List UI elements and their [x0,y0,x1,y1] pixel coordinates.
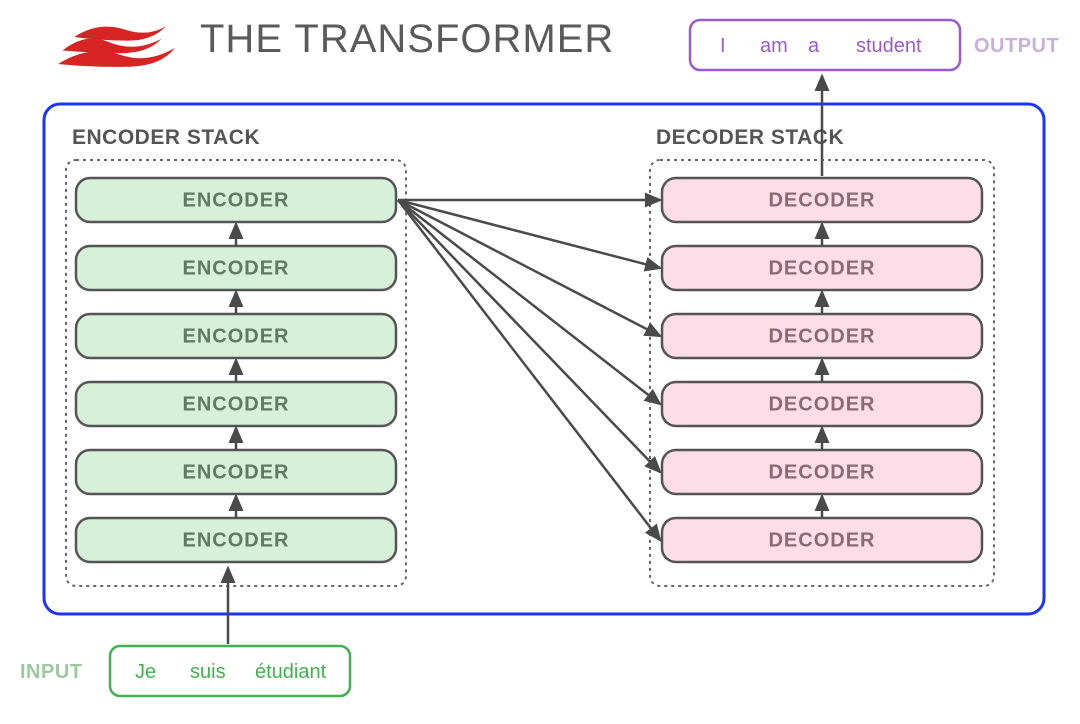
encoder-block-label-2: ENCODER [182,325,289,347]
encoder-block-2: ENCODER [76,314,396,358]
encoder-block-label-1: ENCODER [182,257,289,279]
encoder-block-0: ENCODER [76,178,396,222]
output-label: OUTPUT [974,35,1059,57]
decoder-block-0: DECODER [662,178,982,222]
encoder-block-3: ENCODER [76,382,396,426]
cross-arrow-3 [398,200,660,404]
decoder-block-label-0: DECODER [768,189,875,211]
flame-icon [58,26,175,67]
encoder-stack-label: ENCODER STACK [72,126,260,149]
decoder-block-2: DECODER [662,314,982,358]
encoder-block-label-5: ENCODER [182,529,289,551]
input-label: INPUT [20,661,83,683]
output-token-1: am [760,35,788,57]
output-token-3: student [856,35,922,57]
encoder-block-label-4: ENCODER [182,461,289,483]
cross-arrow-1 [398,200,660,268]
encoder-block-5: ENCODER [76,518,396,562]
decoder-block-label-2: DECODER [768,325,875,347]
diagram-title: THE TRANSFORMER [200,17,614,61]
encoder-block-4: ENCODER [76,450,396,494]
cross-arrow-5 [398,200,660,540]
decoder-block-3: DECODER [662,382,982,426]
encoder-block-1: ENCODER [76,246,396,290]
decoder-block-label-1: DECODER [768,257,875,279]
decoder-stack-label: DECODER STACK [656,126,844,149]
decoder-block-label-5: DECODER [768,529,875,551]
decoder-block-1: DECODER [662,246,982,290]
decoder-block-label-4: DECODER [768,461,875,483]
decoder-block-label-3: DECODER [768,393,875,415]
input-token-1: suis [190,661,226,683]
decoder-block-4: DECODER [662,450,982,494]
decoder-block-5: DECODER [662,518,982,562]
cross-arrow-4 [398,200,660,472]
output-token-0: I [720,35,726,57]
encoder-block-label-3: ENCODER [182,393,289,415]
cross-arrow-2 [398,200,660,336]
input-token-2: étudiant [255,661,327,683]
encoder-block-label-0: ENCODER [182,189,289,211]
input-token-0: Je [135,661,156,683]
output-token-2: a [808,35,820,57]
